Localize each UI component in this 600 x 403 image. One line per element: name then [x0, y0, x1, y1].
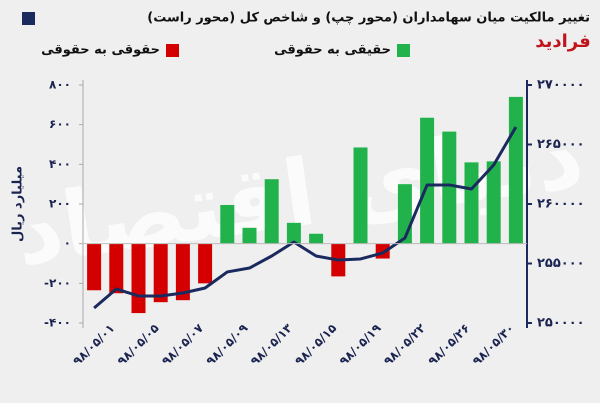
- legend-label: تغییر مالکیت میان سهامداران (محور چپ) و …: [147, 11, 590, 26]
- y2-tick-label: ۲۶۰۰۰۰: [537, 197, 585, 212]
- bar: [175, 243, 190, 301]
- bar: [464, 162, 479, 244]
- y2-tick-label: ۲۷۰۰۰۰: [537, 78, 585, 93]
- logo: فرادید: [535, 31, 591, 52]
- y-tick-label: ۴۰۰: [49, 157, 71, 171]
- index-line: [93, 126, 518, 310]
- legend-swatch: [397, 44, 410, 57]
- legend-swatch: [166, 44, 179, 57]
- bar: [420, 117, 435, 244]
- y-tick-label: -۴۰۰: [44, 316, 71, 330]
- y-tick-label: ۶۰۰: [49, 117, 71, 131]
- bar: [309, 233, 324, 244]
- bar: [486, 161, 501, 244]
- y2-tick-label: ۲۵۵۰۰۰: [537, 256, 585, 271]
- bar: [220, 204, 235, 244]
- y-tick-label: ۸۰۰: [49, 78, 71, 92]
- bar: [508, 96, 523, 244]
- y-tick-label: -۲۰۰: [44, 276, 71, 290]
- y-tick-label: ۲۰۰: [49, 197, 71, 211]
- y2-tick-label: ۲۵۰۰۰۰: [537, 316, 585, 331]
- bar: [264, 179, 279, 244]
- bar: [153, 243, 168, 303]
- bar: [87, 243, 102, 291]
- legend-label: حقوقی به حقوقی: [41, 43, 160, 58]
- legend-swatch: [22, 12, 35, 25]
- y-axis-title: میلیارد ریال: [11, 166, 26, 242]
- bar: [442, 131, 457, 244]
- bar: [286, 222, 301, 244]
- bar: [353, 147, 368, 244]
- bar: [109, 243, 124, 294]
- y-tick-label: ۰: [64, 236, 71, 250]
- y2-tick-label: ۲۶۵۰۰۰: [537, 137, 585, 152]
- bar: [131, 243, 146, 314]
- bar: [242, 227, 257, 244]
- legend-label: حقیقی به حقوقی: [274, 43, 391, 58]
- bar: [198, 243, 213, 284]
